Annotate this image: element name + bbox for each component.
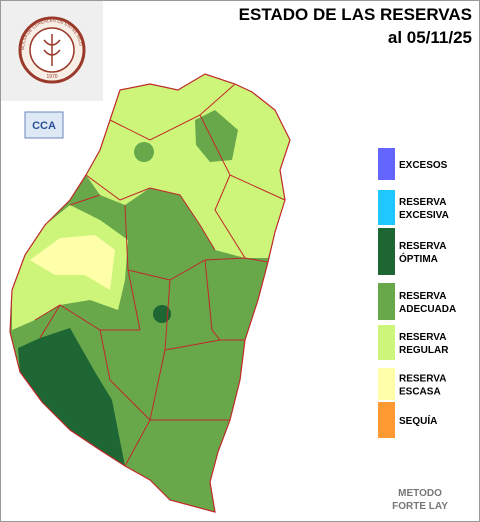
legend-label: EXCESOS: [399, 160, 448, 171]
province-outline: [9, 73, 291, 513]
legend-label: SEQUÍA: [399, 414, 437, 427]
legend-label: RESERVA: [399, 291, 446, 302]
zone-optimal: [18, 328, 125, 466]
legend-label: RESERVA: [399, 241, 446, 252]
legend: EXCESOSRESERVAEXCESIVARESERVAÓPTIMARESER…: [378, 148, 456, 438]
legend-swatch: [378, 325, 395, 360]
zone-regular-north: [86, 74, 290, 258]
legend-label: ÓPTIMA: [399, 252, 438, 265]
footer: METODO FORTE LAY: [392, 488, 448, 512]
department-borders: [34, 83, 286, 467]
zone-adequate-north: [195, 110, 238, 162]
footer-text: METODO: [398, 488, 442, 499]
legend-label: RESERVA: [399, 197, 446, 208]
date: al 05/11/25: [388, 28, 472, 47]
legend-swatch: [378, 402, 395, 438]
legend-swatch: [378, 190, 395, 225]
footer-text: FORTE LAY: [392, 501, 448, 512]
legend-swatch: [378, 228, 395, 275]
legend-label: RESERVA: [399, 374, 446, 385]
legend-label: ADECUADA: [399, 304, 456, 315]
legend-label: RESERVA: [399, 332, 446, 343]
legend-swatch: [378, 283, 395, 320]
legend-label: EXCESIVA: [399, 210, 449, 221]
legend-label: ESCASA: [399, 387, 441, 398]
zone-adequate-spot: [134, 142, 154, 162]
legend-label: REGULAR: [399, 345, 449, 356]
legend-swatch: [378, 368, 395, 400]
zone-scarce: [30, 235, 115, 290]
logo-wheat: [43, 34, 61, 66]
logo-year: 1970: [46, 74, 57, 80]
badge-text: CCA: [32, 120, 56, 132]
zone-optimal-spot: [153, 305, 171, 323]
map: [9, 73, 291, 513]
title: ESTADO DE LAS RESERVAS: [239, 5, 472, 24]
badge-box: [24, 111, 64, 139]
legend-swatch: [378, 148, 395, 180]
